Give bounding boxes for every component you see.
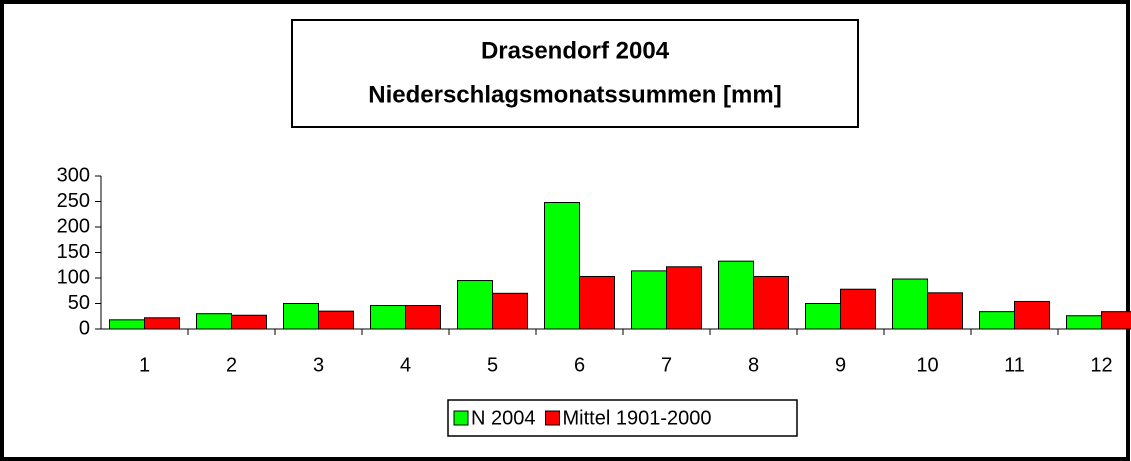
x-tick-label: 1	[139, 354, 150, 376]
bar	[492, 292, 528, 330]
bar	[579, 275, 615, 330]
legend-label: N 2004	[471, 407, 536, 429]
bar	[405, 305, 441, 330]
title-box	[291, 19, 859, 128]
y-tick-label: 250	[57, 190, 90, 212]
bar	[927, 292, 963, 330]
bar	[979, 311, 1015, 330]
legend-swatch	[545, 410, 560, 426]
bar	[109, 319, 145, 330]
bar	[805, 303, 841, 330]
x-tick-label: 9	[835, 354, 846, 376]
x-tick-label: 7	[661, 354, 672, 376]
bar	[1101, 311, 1131, 330]
bar	[544, 202, 580, 330]
bar	[283, 303, 319, 330]
x-tick-label: 6	[574, 354, 585, 376]
legend-swatch	[453, 410, 469, 426]
legend-box	[447, 399, 798, 437]
bar	[892, 278, 928, 330]
y-tick-label: 0	[79, 317, 90, 339]
x-tick-label: 4	[400, 354, 411, 376]
legend-label: Mittel 1901-2000	[563, 407, 712, 429]
x-tick-label: 2	[226, 354, 237, 376]
bar	[370, 305, 406, 330]
bar	[457, 280, 493, 330]
x-tick-label: 8	[748, 354, 759, 376]
bar	[753, 275, 789, 330]
x-tick-label: 11	[1004, 354, 1025, 376]
bar	[231, 314, 267, 330]
chart-title: Drasendorf 2004	[481, 37, 670, 64]
bar	[318, 310, 354, 330]
y-tick-label: 100	[57, 266, 90, 288]
y-tick-label: 200	[57, 215, 90, 237]
x-tick-label: 5	[487, 354, 498, 376]
y-tick-label: 150	[57, 241, 90, 263]
bar	[144, 317, 180, 330]
y-tick-label: 50	[68, 292, 90, 314]
x-tick-label: 12	[1090, 354, 1112, 376]
bar	[1066, 315, 1102, 330]
bar	[666, 266, 702, 330]
bar	[631, 270, 667, 330]
bar	[840, 288, 876, 330]
x-tick-label: 3	[313, 354, 324, 376]
bar	[718, 260, 754, 330]
bar	[1014, 300, 1050, 330]
y-tick-label: 300	[57, 164, 90, 186]
x-tick-label: 10	[916, 354, 938, 376]
chart-title: Niederschlagsmonatssummen [mm]	[368, 81, 781, 108]
bar	[196, 313, 232, 330]
